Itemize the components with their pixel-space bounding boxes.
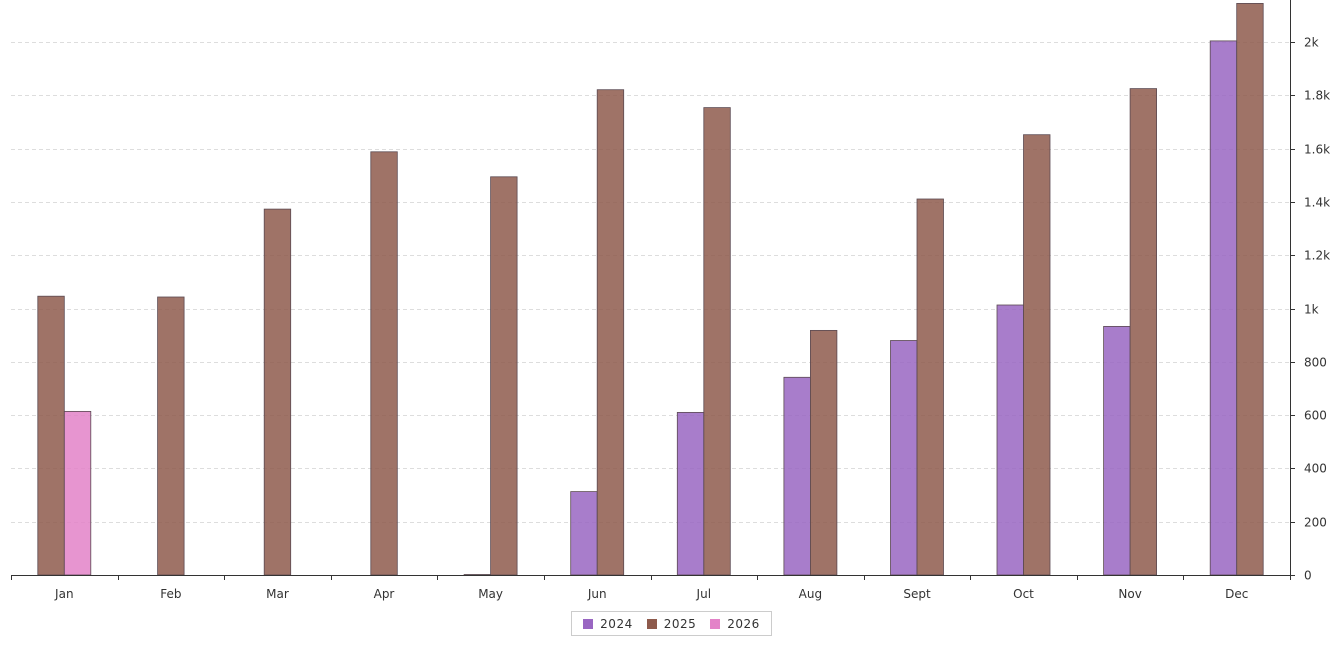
- x-tick-label: May: [478, 587, 503, 601]
- bar-2024-aug[interactable]: [783, 376, 811, 576]
- bar-2025-may[interactable]: [490, 176, 518, 576]
- x-tick-label: Aug: [799, 587, 822, 601]
- grid-lines: [11, 42, 1290, 523]
- legend-swatch: [583, 618, 594, 629]
- x-tick-label: Feb: [160, 587, 181, 601]
- bar-2025-jan[interactable]: [37, 295, 65, 576]
- y-tick-label: 1.4k: [1304, 196, 1330, 210]
- x-tick-label: Apr: [374, 587, 395, 601]
- y-tick-label: 2k: [1304, 36, 1319, 50]
- bar-2025-dec[interactable]: [1236, 3, 1264, 576]
- bar-2024-oct[interactable]: [996, 304, 1024, 576]
- y-tick-label: 600: [1304, 409, 1327, 423]
- y-tick-label: 1.8k: [1304, 89, 1330, 103]
- bar-2024-sept[interactable]: [890, 340, 918, 576]
- bar-2026-jan[interactable]: [63, 410, 92, 576]
- legend-swatch: [710, 618, 721, 629]
- bar-2025-nov[interactable]: [1129, 88, 1157, 576]
- x-tick-label: Dec: [1225, 587, 1248, 601]
- bar-2024-dec[interactable]: [1209, 40, 1238, 576]
- bar-2024-may[interactable]: [463, 574, 492, 576]
- y-tick-label: 0: [1304, 569, 1312, 583]
- x-tick-label: Jan: [54, 587, 74, 601]
- y-tick-label: 800: [1304, 356, 1327, 370]
- axes: 0 200 400 600 800 1k 1.2k 1.4k 1.6k 1.8k 2k Jan Feb M…: [11, 0, 1330, 601]
- bar-2025-apr[interactable]: [370, 151, 398, 576]
- bar-2025-mar[interactable]: [263, 208, 292, 576]
- bar-2024-jun[interactable]: [570, 491, 598, 576]
- y-tick-label: 1.6k: [1304, 143, 1330, 157]
- legend-item-2025[interactable]: 2025: [646, 616, 697, 631]
- y-tick-label: 1.2k: [1304, 249, 1330, 263]
- y-tick-label: 200: [1304, 516, 1327, 530]
- bar-2025-feb[interactable]: [157, 296, 185, 576]
- x-tick-label: Jul: [696, 587, 711, 601]
- bar-2025-oct[interactable]: [1023, 134, 1051, 576]
- chart-legend: 2024 2025 2026: [571, 611, 772, 636]
- x-tick-label: Mar: [266, 587, 289, 601]
- bar-2025-aug[interactable]: [810, 329, 838, 576]
- legend-label: 2025: [663, 616, 697, 631]
- bars: [37, 3, 1264, 576]
- bar-2024-jul[interactable]: [676, 411, 705, 576]
- legend-label: 2024: [600, 616, 633, 631]
- bar-2024-nov[interactable]: [1103, 325, 1131, 576]
- y-tick-label: 400: [1304, 462, 1327, 476]
- legend-label: 2026: [727, 616, 760, 631]
- legend-item-2026[interactable]: 2026: [710, 617, 760, 631]
- x-tick-label: Oct: [1013, 587, 1034, 601]
- y-tick-label: 1k: [1304, 303, 1319, 317]
- bar-2025-sept[interactable]: [916, 198, 944, 576]
- legend-swatch: [646, 618, 657, 629]
- x-tick-label: Nov: [1118, 587, 1141, 601]
- bar-2025-jun[interactable]: [596, 89, 625, 576]
- legend-item-2024[interactable]: 2024: [583, 617, 633, 631]
- x-tick-label: Jun: [587, 587, 607, 601]
- x-tick-label: Sept: [903, 587, 931, 601]
- bar-2025-jul[interactable]: [703, 107, 731, 576]
